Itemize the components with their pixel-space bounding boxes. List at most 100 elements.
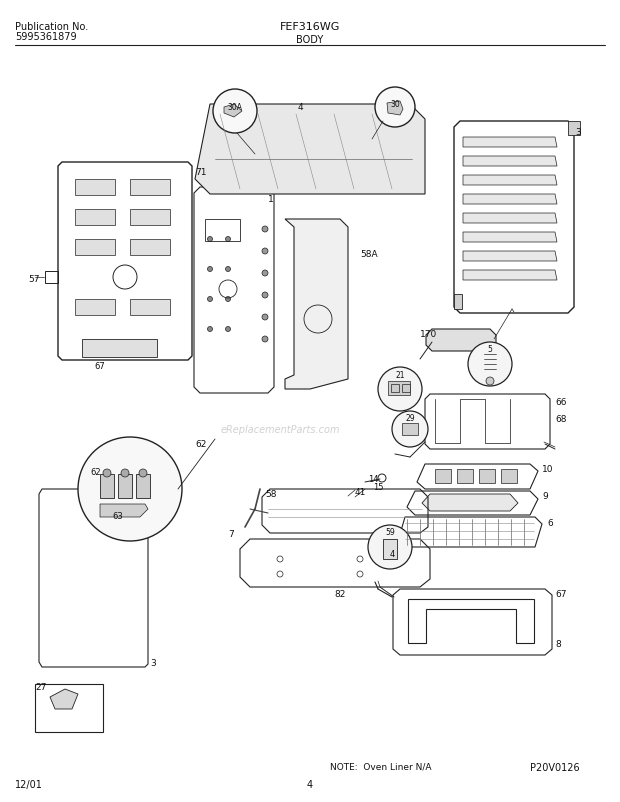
- Circle shape: [121, 469, 129, 477]
- Text: P20V0126: P20V0126: [530, 762, 580, 772]
- Bar: [388, 382, 410, 395]
- Polygon shape: [50, 689, 78, 709]
- Bar: [130, 240, 170, 256]
- Polygon shape: [568, 122, 580, 136]
- Text: 1: 1: [268, 195, 274, 204]
- Bar: [100, 475, 114, 498]
- Text: 4: 4: [390, 549, 395, 558]
- Circle shape: [262, 337, 268, 342]
- Text: 8: 8: [555, 639, 560, 648]
- Text: 67: 67: [95, 362, 105, 371]
- Text: NOTE:  Oven Liner N/A: NOTE: Oven Liner N/A: [330, 762, 432, 771]
- Bar: [130, 210, 170, 225]
- Circle shape: [208, 327, 213, 332]
- Text: 62: 62: [195, 439, 206, 448]
- Text: 57: 57: [28, 274, 40, 284]
- Circle shape: [468, 342, 512, 387]
- Polygon shape: [463, 252, 557, 261]
- Bar: [205, 220, 240, 241]
- Text: 58A: 58A: [360, 249, 378, 259]
- Bar: [75, 180, 115, 196]
- Bar: [383, 539, 397, 559]
- Bar: [435, 469, 451, 484]
- Text: 29: 29: [405, 414, 415, 423]
- Bar: [130, 180, 170, 196]
- Text: 58: 58: [265, 489, 277, 498]
- Polygon shape: [100, 504, 148, 517]
- Text: 66: 66: [555, 398, 567, 407]
- Circle shape: [226, 297, 231, 302]
- Text: 5: 5: [487, 345, 492, 354]
- Bar: [136, 475, 150, 498]
- Bar: [402, 423, 418, 435]
- Circle shape: [375, 88, 415, 128]
- Text: 30A: 30A: [228, 103, 242, 111]
- Text: 170: 170: [420, 330, 437, 338]
- Text: 27: 27: [35, 683, 46, 691]
- Text: 3: 3: [575, 128, 581, 137]
- Bar: [501, 469, 517, 484]
- Circle shape: [226, 237, 231, 242]
- Polygon shape: [463, 157, 557, 167]
- Text: 21: 21: [396, 371, 405, 379]
- Circle shape: [262, 249, 268, 255]
- Text: 4: 4: [297, 103, 303, 111]
- Bar: [75, 240, 115, 256]
- Text: 41: 41: [354, 488, 366, 496]
- Text: 62: 62: [90, 468, 100, 476]
- Text: 63: 63: [113, 512, 123, 520]
- Text: eReplacementParts.com: eReplacementParts.com: [220, 424, 340, 435]
- Text: 15: 15: [373, 482, 384, 492]
- Polygon shape: [463, 195, 557, 205]
- Bar: [35, 684, 103, 732]
- Circle shape: [103, 469, 111, 477]
- Circle shape: [208, 297, 213, 302]
- Text: 82: 82: [334, 589, 346, 598]
- Text: 30: 30: [390, 100, 400, 109]
- Text: 71: 71: [195, 168, 206, 176]
- Polygon shape: [285, 220, 348, 390]
- Circle shape: [78, 437, 182, 541]
- Polygon shape: [463, 176, 557, 186]
- Circle shape: [139, 469, 147, 477]
- Circle shape: [262, 227, 268, 233]
- Text: 10: 10: [542, 464, 554, 473]
- Bar: [457, 469, 473, 484]
- Circle shape: [262, 314, 268, 321]
- Bar: [82, 339, 157, 358]
- Polygon shape: [463, 233, 557, 243]
- Circle shape: [262, 270, 268, 277]
- Polygon shape: [463, 138, 557, 148]
- Text: 9: 9: [542, 492, 547, 500]
- Text: 67: 67: [555, 589, 567, 598]
- Polygon shape: [463, 270, 557, 281]
- Text: 4: 4: [307, 779, 313, 789]
- Circle shape: [226, 267, 231, 272]
- Bar: [479, 469, 495, 484]
- Bar: [402, 384, 410, 392]
- Text: 59: 59: [385, 528, 395, 537]
- Text: Publication No.: Publication No.: [15, 22, 88, 32]
- Text: FEF316WG: FEF316WG: [280, 22, 340, 32]
- Text: 3: 3: [150, 658, 156, 667]
- Circle shape: [486, 378, 494, 386]
- Polygon shape: [422, 494, 518, 512]
- Polygon shape: [454, 294, 462, 310]
- Circle shape: [262, 293, 268, 298]
- Text: 7: 7: [228, 529, 234, 538]
- Text: 6: 6: [547, 518, 553, 528]
- Polygon shape: [387, 102, 403, 115]
- Text: 14: 14: [368, 475, 378, 484]
- Bar: [75, 210, 115, 225]
- Circle shape: [208, 237, 213, 242]
- Polygon shape: [426, 330, 496, 351]
- Bar: [75, 300, 115, 316]
- Text: BODY: BODY: [296, 35, 324, 45]
- Polygon shape: [224, 105, 242, 118]
- Polygon shape: [195, 105, 425, 195]
- Circle shape: [213, 90, 257, 134]
- Text: 68: 68: [555, 415, 567, 423]
- Text: 12/01: 12/01: [15, 779, 43, 789]
- Bar: [118, 475, 132, 498]
- Bar: [391, 384, 399, 392]
